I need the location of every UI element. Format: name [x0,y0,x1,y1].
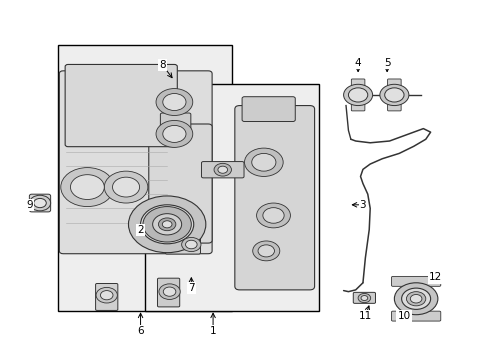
FancyBboxPatch shape [391,311,440,321]
FancyBboxPatch shape [387,79,400,87]
FancyBboxPatch shape [160,113,190,132]
FancyBboxPatch shape [201,162,244,178]
Circle shape [163,125,185,143]
Text: 12: 12 [428,273,441,283]
Circle shape [357,293,370,303]
FancyBboxPatch shape [242,97,295,122]
Circle shape [218,166,227,173]
Circle shape [128,196,205,253]
Circle shape [104,171,147,203]
Circle shape [142,207,191,242]
FancyBboxPatch shape [165,235,200,254]
FancyBboxPatch shape [391,276,440,286]
Bar [145,84,319,311]
Circle shape [162,221,172,228]
Text: 2: 2 [137,225,143,235]
Circle shape [159,284,180,300]
FancyBboxPatch shape [352,292,375,303]
Circle shape [29,195,51,211]
Text: 4: 4 [354,58,361,68]
FancyBboxPatch shape [65,64,177,147]
Text: 6: 6 [137,326,143,336]
Circle shape [140,205,193,244]
Text: 10: 10 [397,311,410,321]
Text: 9: 9 [26,200,33,210]
Circle shape [158,218,176,231]
Circle shape [96,287,117,303]
Circle shape [163,94,185,111]
FancyBboxPatch shape [234,105,314,290]
Circle shape [244,148,283,176]
Circle shape [348,88,367,102]
Text: 1: 1 [209,326,216,336]
Circle shape [256,203,290,228]
Circle shape [156,89,192,116]
Text: 5: 5 [383,58,389,68]
Circle shape [409,294,421,303]
Text: 11: 11 [358,311,371,321]
FancyBboxPatch shape [350,103,364,111]
Circle shape [152,214,181,235]
Circle shape [401,288,430,309]
Circle shape [258,245,274,257]
Circle shape [384,88,403,102]
FancyBboxPatch shape [350,79,364,87]
Circle shape [379,84,408,105]
Bar [58,45,232,311]
Circle shape [251,153,275,171]
Circle shape [181,238,201,252]
Circle shape [185,240,197,249]
Circle shape [156,121,192,147]
Circle shape [343,84,372,105]
Circle shape [163,287,176,296]
FancyBboxPatch shape [157,278,180,307]
Circle shape [406,292,425,306]
Circle shape [34,198,46,208]
Circle shape [100,291,113,300]
Text: 7: 7 [187,283,194,293]
FancyBboxPatch shape [148,124,212,243]
Circle shape [70,175,104,199]
Text: 3: 3 [359,200,366,210]
Circle shape [214,163,231,176]
Text: 8: 8 [159,60,165,70]
Circle shape [252,241,279,261]
Circle shape [360,296,367,301]
FancyBboxPatch shape [29,194,51,212]
Circle shape [112,177,139,197]
Circle shape [61,168,114,207]
Circle shape [393,283,437,315]
FancyBboxPatch shape [95,283,118,310]
FancyBboxPatch shape [59,71,212,254]
FancyBboxPatch shape [387,103,400,111]
Circle shape [263,208,284,223]
